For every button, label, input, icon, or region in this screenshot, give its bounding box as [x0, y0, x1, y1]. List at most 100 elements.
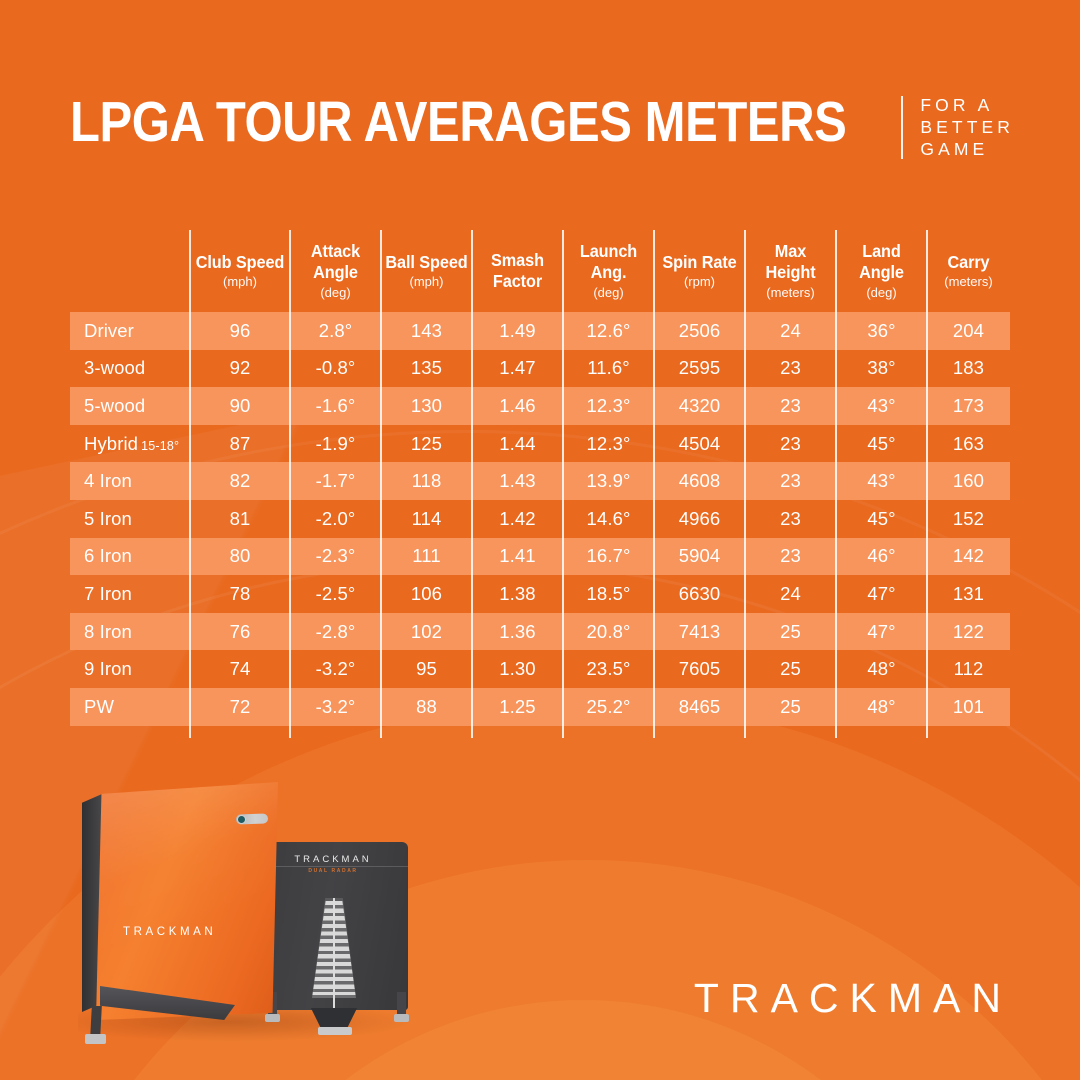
cell-land-angle: 45° — [867, 432, 896, 454]
cell-land-angle: 46° — [836, 537, 927, 576]
tagline-divider-bar — [901, 96, 904, 159]
club-name-cell: Driver — [70, 312, 190, 350]
cell-launch-angle: 12.3° — [586, 432, 631, 454]
column-header-name: Carry — [947, 251, 990, 272]
cell-carry: 152 — [952, 507, 985, 529]
cell-ball-speed: 118 — [381, 462, 472, 500]
trackman-device-illustration: TRACKMAN DUAL RADAR TRACKMAN — [60, 770, 460, 1060]
club-name-cell: 3-wood — [70, 350, 190, 388]
club-name: 4 Iron — [84, 470, 132, 492]
cell-launch-angle: 12.3° — [563, 387, 654, 425]
stats-table: Club Speed (mph) Attack Angle (deg) Ball Spe… — [70, 230, 1010, 726]
cell-club-speed: 92 — [229, 357, 251, 379]
cell-club-speed: 81 — [229, 507, 251, 529]
column-header-unit: (meters) — [766, 284, 815, 300]
club-name: PW — [84, 695, 115, 717]
cell-max-height: 23 — [745, 462, 836, 500]
column-header-unit: (rpm) — [683, 273, 716, 289]
cell-land-angle: 38° — [867, 357, 896, 379]
cell-spin-rate: 7413 — [654, 612, 745, 651]
table-row: 5-wood 90 -1.6° 130 1.46 12.3° 4320 23 43° 173 — [70, 387, 1010, 425]
table-row: PW 72 -3.2° 88 1.25 25.2° 8465 25 48° 101 — [70, 687, 1010, 726]
cell-ball-speed: 135 — [410, 357, 443, 379]
club-name-cell: PW — [70, 687, 190, 726]
column-header-name: Attack Angle — [310, 240, 361, 283]
column-header-name: Smash Factor — [491, 249, 544, 291]
cell-attack-angle: -2.3° — [290, 537, 381, 576]
cell-ball-speed: 111 — [381, 537, 472, 576]
cell-max-height: 23 — [780, 432, 801, 454]
column-header-ball-speed: Ball Speed (mph) — [381, 230, 472, 312]
cell-spin-rate: 2506 — [654, 312, 745, 350]
cell-club-speed: 74 — [229, 658, 251, 680]
cell-club-speed: 82 — [190, 462, 290, 500]
column-header-unit: (deg) — [866, 284, 897, 300]
cell-smash-factor: 1.49 — [472, 312, 563, 350]
cell-attack-angle: -2.5° — [315, 582, 356, 604]
column-header-max-height: Max Height (meters) — [745, 230, 836, 312]
club-name: Hybrid — [84, 432, 139, 454]
cell-spin-rate: 4504 — [678, 432, 721, 454]
cell-land-angle: 43° — [836, 387, 927, 425]
stats-table-head: Club Speed (mph) Attack Angle (deg) Ball Spe… — [70, 230, 1010, 312]
cell-launch-angle: 25.2° — [563, 687, 654, 726]
device-back-foot-pad-right — [394, 1014, 409, 1022]
cell-carry: 204 — [927, 312, 1010, 350]
cell-carry: 112 — [953, 658, 984, 680]
cell-max-height: 23 — [745, 387, 836, 425]
cell-carry: 101 — [927, 687, 1010, 726]
cell-launch-angle: 18.5° — [586, 582, 631, 604]
table-row: Hybrid 15-18° 87 -1.9° 125 1.44 12.3° 4504 23 45°… — [70, 425, 1010, 463]
club-name-cell: 4 Iron — [70, 462, 190, 500]
cell-ball-speed: 114 — [411, 507, 442, 529]
column-header-name: Ball Speed — [385, 251, 468, 272]
cell-carry: 160 — [927, 462, 1010, 500]
cell-ball-speed: 95 — [416, 658, 437, 680]
cell-spin-rate: 8465 — [654, 687, 745, 726]
device-front-side-edge — [82, 794, 102, 1012]
tagline-line-2: BETTER — [920, 117, 1014, 138]
cell-max-height: 23 — [780, 507, 801, 529]
cell-carry: 183 — [952, 357, 985, 379]
column-header-unit: (meters) — [944, 273, 993, 289]
cell-launch-angle: 16.7° — [563, 537, 654, 576]
cell-spin-rate: 5904 — [654, 537, 745, 576]
cell-ball-speed: 102 — [381, 612, 472, 651]
cell-spin-rate: 4608 — [654, 462, 745, 500]
club-name: 7 Iron — [84, 582, 132, 604]
cell-club-speed: 80 — [190, 537, 290, 576]
cell-launch-angle: 13.9° — [563, 462, 654, 500]
cell-club-speed: 72 — [190, 687, 290, 726]
column-header-unit: (deg) — [593, 284, 624, 300]
cell-smash-factor: 1.42 — [499, 507, 536, 529]
cell-land-angle: 48° — [836, 687, 927, 726]
tagline-line-3: GAME — [920, 139, 989, 160]
device-back-unit-lip — [258, 866, 408, 902]
cell-ball-speed: 125 — [410, 432, 443, 454]
device-front-brand-label: TRACKMAN — [123, 926, 217, 938]
tagline-line-1: FOR A — [920, 95, 994, 115]
cell-max-height: 25 — [745, 612, 836, 651]
cell-attack-angle: -3.2° — [315, 658, 356, 680]
tagline-text: FOR A BETTER GAME — [920, 96, 1014, 159]
cell-carry: 131 — [952, 582, 985, 604]
cell-land-angle: 47° — [836, 612, 927, 651]
device-back-leg-right — [397, 992, 406, 1018]
column-header-unit: (mph) — [409, 273, 444, 289]
cell-spin-rate: 7605 — [678, 658, 721, 680]
club-name-cell: 5-wood — [70, 387, 190, 425]
trackman-logo: TRACKMAN — [693, 975, 1012, 1021]
cell-max-height: 24 — [745, 312, 836, 350]
table-row: 5 Iron 81 -2.0° 114 1.42 14.6° 4966 23 45° 152 — [70, 500, 1010, 538]
cell-spin-rate: 2595 — [678, 357, 721, 379]
club-name: 9 Iron — [84, 658, 132, 680]
cell-smash-factor: 1.41 — [472, 537, 563, 576]
cell-carry: 142 — [927, 537, 1010, 576]
cell-max-height: 23 — [745, 537, 836, 576]
column-header-name: Launch Ang. — [579, 240, 638, 283]
table-row: 6 Iron 80 -2.3° 111 1.41 16.7° 5904 23 46° 142 — [70, 537, 1010, 576]
cell-smash-factor: 1.44 — [499, 432, 536, 454]
club-name-cell: 7 Iron — [70, 575, 190, 613]
club-name-cell: 6 Iron — [70, 537, 190, 576]
